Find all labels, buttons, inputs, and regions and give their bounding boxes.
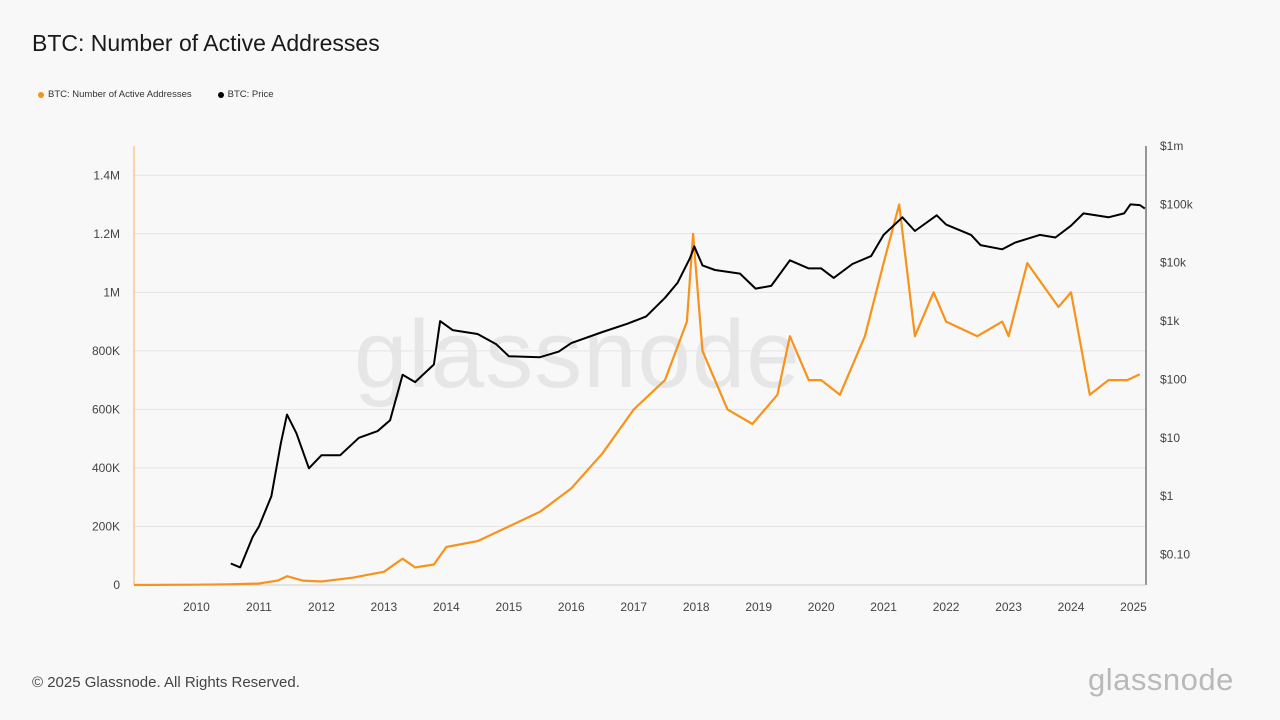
y-left-tick-label: 600K [92,402,120,416]
brand-logo: glassnode [1088,662,1234,697]
copyright-text: © 2025 Glassnode. All Rights Reserved. [32,674,300,691]
x-tick-label: 2023 [995,600,1022,614]
legend-label: BTC: Price [227,89,274,100]
y-right-tick-label: $1k [1160,314,1180,328]
y-right-tick-label: $1 [1160,489,1174,503]
y-left-tick-label: 1M [103,285,120,299]
legend-dot-icon [217,91,224,98]
x-tick-label: 2017 [620,600,647,614]
price-series-line [230,203,1146,569]
x-tick-label: 2013 [371,600,398,614]
x-tick-label: 2015 [495,600,522,614]
x-tick-label: 2018 [683,600,710,614]
x-tick-label: 2010 [183,600,210,614]
legend-label: BTC: Number of Active Addresses [48,89,192,100]
y-left-tick-label: 200K [92,519,120,533]
active-addresses-series-line [133,203,1141,587]
x-tick-label: 2022 [933,600,960,614]
x-tick-label: 2011 [246,600,272,614]
y-left-tick-label: 1.4M [93,168,120,182]
legend-item-price[interactable]: BTC: Price [217,89,274,100]
chart-title: BTC: Number of Active Addresses [32,30,380,56]
x-tick-label: 2021 [870,600,897,614]
y-right-tick-label: $100 [1160,372,1187,386]
y-right-tick-label: $0.10 [1160,547,1190,561]
legend: BTC: Number of Active Addresses BTC: Pri… [38,89,274,100]
x-tick-label: 2020 [808,600,835,614]
y-right-tick-label: $10 [1160,431,1180,445]
x-tick-label: 2024 [1058,600,1085,614]
y-left-tick-label: 400K [92,461,120,475]
y-right-tick-label: $1m [1160,139,1183,153]
x-tick-label: 2019 [745,600,772,614]
y-left-tick-label: 800K [92,344,120,358]
y-right-tick-label: $10k [1160,256,1187,270]
y-left-tick-label: 0 [113,578,120,592]
x-tick-label: 2012 [308,600,335,614]
x-tick-label: 2025 [1120,600,1147,614]
legend-dot-icon [38,91,44,98]
x-tick-label: 2014 [433,600,460,614]
x-tick-label: 2016 [558,600,585,614]
legend-item-active-addresses[interactable]: BTC: Number of Active Addresses [38,89,192,100]
y-right-tick-label: $100k [1160,197,1194,211]
y-left-tick-label: 1.2M [93,227,120,241]
